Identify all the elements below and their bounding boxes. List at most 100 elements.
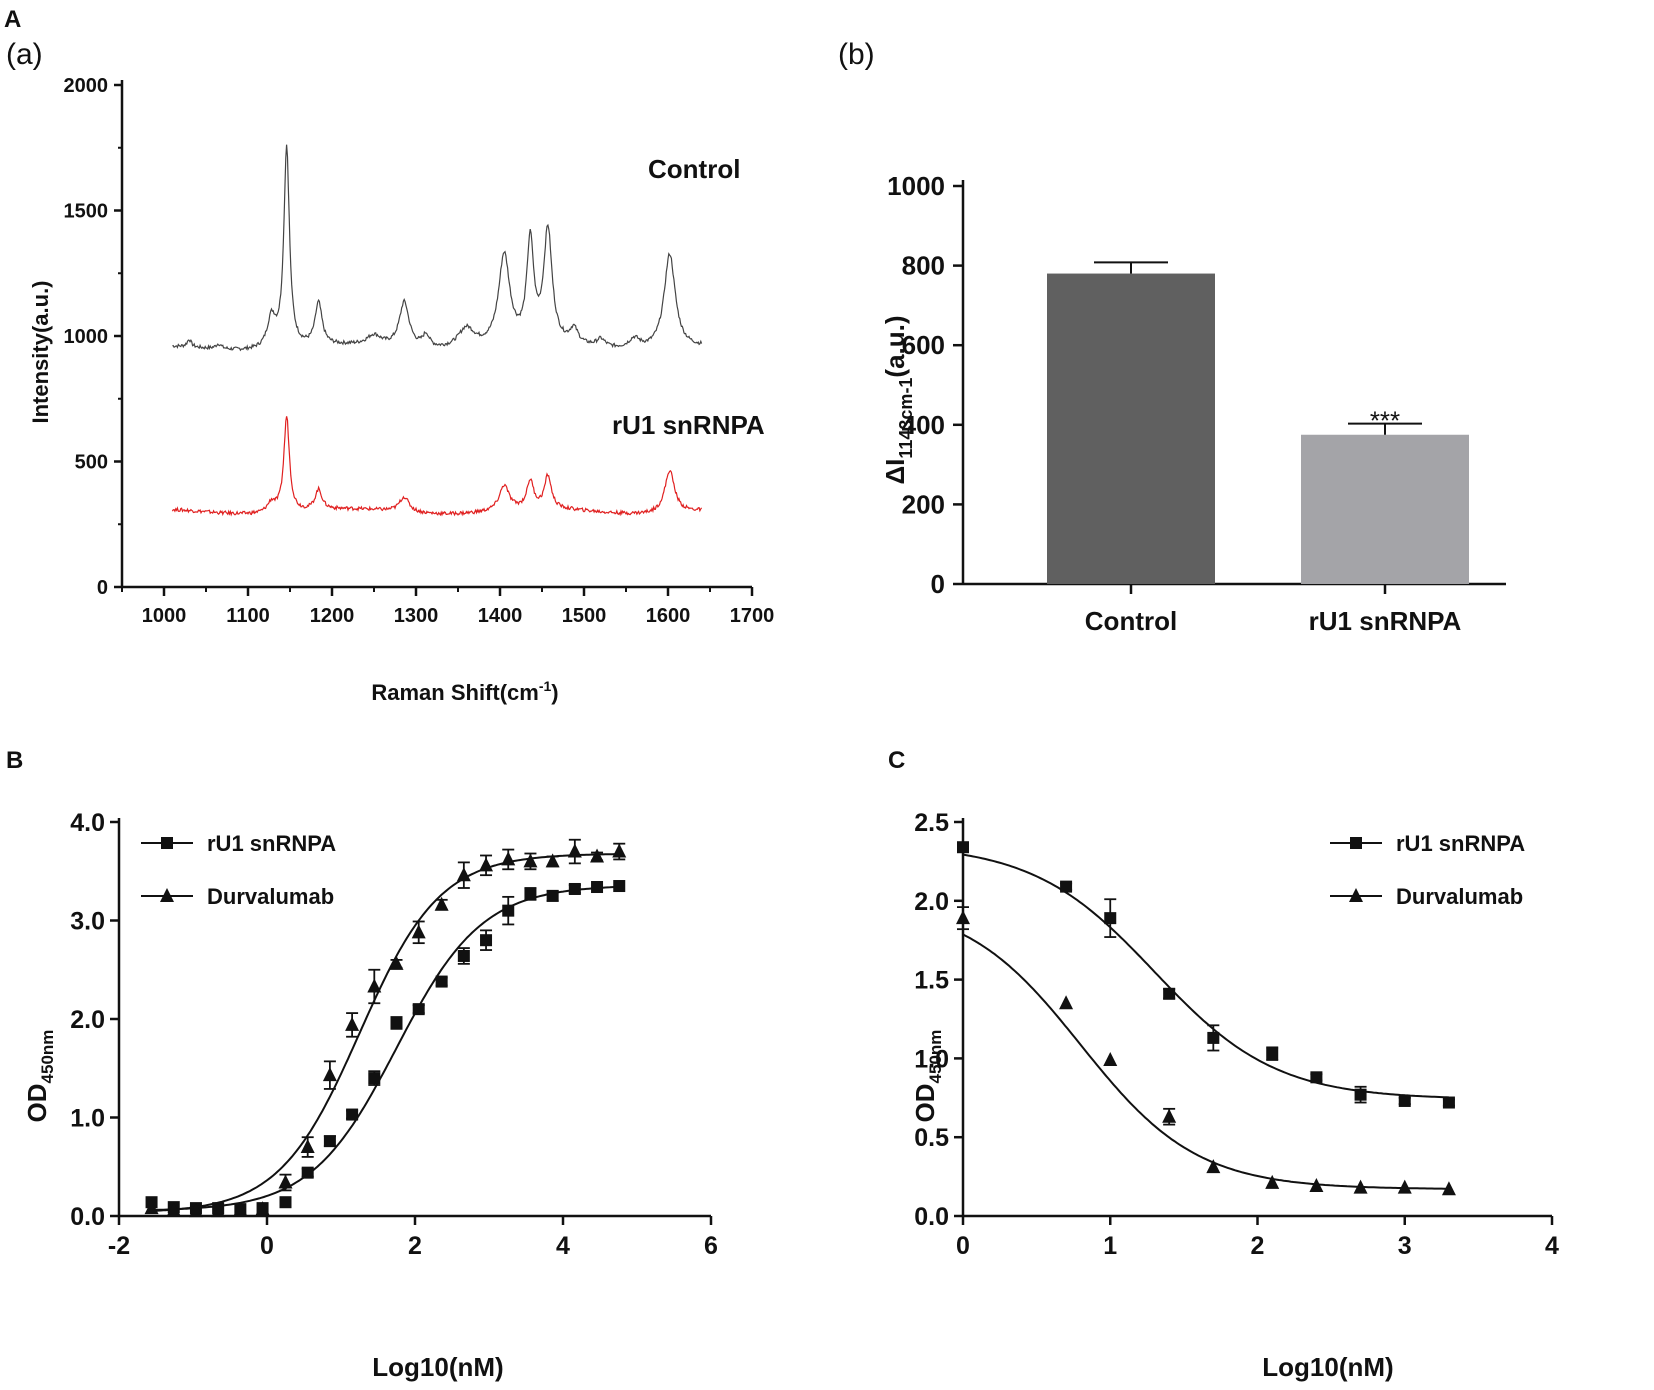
x-tick-label: 3 (1398, 1232, 1412, 1260)
fit-curve-ru1-snrnpa (962, 853, 1449, 1099)
x-tick-label: 4 (1545, 1232, 1559, 1260)
data-point-durvalumab (345, 1016, 360, 1031)
data-point-ru1-snrnpa (346, 1108, 359, 1121)
legend-label-durvalumab: Durvalumab (207, 884, 334, 909)
legend-marker-durvalumab (160, 888, 174, 902)
data-point-durvalumab (411, 924, 426, 939)
y-tick-label: 600 (902, 330, 945, 360)
y-tick-label: 2.0 (914, 888, 949, 916)
bar-ru1-snrnpa (1301, 434, 1469, 584)
data-point-durvalumab (1397, 1179, 1412, 1194)
x-axis-label-main: Raman Shift(cm (371, 680, 538, 705)
spectra (171, 144, 703, 517)
x-axis: 1000 1100 1200 1300 1400 1500 1600 1700 (121, 585, 775, 627)
data-point-ru1-snrnpa (1163, 987, 1176, 1000)
y-tick-label: 0.5 (914, 1124, 949, 1152)
y-axis-label-sub: 1143cm-1 (896, 378, 916, 459)
x-tick-label: -2 (108, 1232, 130, 1260)
x-tick-label: 4 (556, 1232, 570, 1260)
data-point-durvalumab (479, 857, 494, 872)
data-point-ru1-snrnpa (390, 1016, 403, 1029)
data-point-durvalumab (389, 955, 404, 970)
data-point-durvalumab (567, 843, 582, 858)
data-point-durvalumab (166, 1202, 181, 1217)
x-tick-label: 2 (1251, 1232, 1265, 1260)
y-tick-label: 1.5 (914, 967, 949, 995)
y-axis-label-main: OD (910, 1083, 940, 1122)
data-point-durvalumab (1162, 1108, 1177, 1123)
fit-curve-ru1-snrnpa (151, 885, 620, 1211)
x-axis-label-sup: -1 (539, 678, 552, 694)
legend-label-ru1-snrnpa: rU1 snRNPA (1396, 831, 1525, 856)
x-tick-label: 1200 (310, 605, 355, 627)
x-axis-label: Log10(nM) (1262, 1352, 1393, 1382)
x-tick-label: 1 (1103, 1232, 1117, 1260)
data-point-ru1-snrnpa (568, 882, 581, 895)
data-point-ru1-snrnpa (412, 1003, 425, 1016)
data-point-durvalumab (1059, 995, 1074, 1010)
x-tick-label: 1600 (646, 605, 691, 627)
data-point-durvalumab (501, 851, 516, 866)
panel-label-C: C (888, 747, 905, 774)
bar-control (1047, 273, 1215, 584)
data-point-durvalumab (1206, 1159, 1221, 1174)
data-point-durvalumab (233, 1202, 248, 1217)
x-tick-label: 0 (260, 1232, 274, 1260)
y-axis-label: OD450nm (22, 1030, 57, 1123)
plot-area (144, 838, 627, 1218)
data-point-durvalumab (956, 910, 970, 925)
panel-label-b: (b) (838, 38, 875, 71)
significance-marker: *** (1370, 406, 1400, 436)
data-point-durvalumab (211, 1203, 226, 1218)
data-point-durvalumab (367, 978, 382, 993)
y-tick-label: 1000 (887, 171, 945, 201)
data-point-ru1-snrnpa (279, 1196, 292, 1209)
y-axis-label: OD450nm (910, 1030, 945, 1123)
panel-label-B: B (6, 747, 23, 774)
data-point-durvalumab (1103, 1051, 1118, 1066)
x-tick-label: 1000 (142, 605, 187, 627)
data-point-ru1-snrnpa (1398, 1094, 1411, 1107)
x-tick-label: 1500 (562, 605, 607, 627)
x-tick-label: 1100 (226, 605, 269, 627)
y-tick-label: 400 (902, 410, 945, 440)
y-tick-label: 2000 (64, 75, 109, 97)
panel-label-A: A (4, 6, 21, 33)
legend: rU1 snRNPA Durvalumab (1330, 831, 1525, 909)
raman-spectrum-chart: 0 500 1000 1500 2000 1000 1100 1200 1300 1400 150… (28, 75, 774, 705)
data-point-durvalumab (590, 848, 605, 863)
data-point-ru1-snrnpa (301, 1166, 314, 1179)
competition-curve-chart-C: 0.0 0.5 1.0 1.5 2.0 2.5 0 1 2 3 4 rU1 snRNPA Durval… (910, 809, 1559, 1382)
data-point-durvalumab (456, 867, 471, 882)
y-tick-label: 2.0 (70, 1006, 105, 1034)
y-axis: 0 500 1000 1500 2000 (64, 75, 124, 599)
data-point-ru1-snrnpa (1207, 1031, 1220, 1044)
data-point-durvalumab (545, 853, 560, 868)
fit-curve-durvalumab (151, 853, 620, 1212)
y-tick-label: 200 (902, 489, 945, 519)
panel-label-a: (a) (6, 38, 43, 71)
data-point-ru1-snrnpa (1442, 1096, 1455, 1109)
data-point-ru1-snrnpa (613, 880, 626, 893)
y-axis-label-suffix: (a.u.) (880, 315, 910, 377)
y-tick-label: 3.0 (70, 908, 105, 936)
y-axis-label-sub: 450nm (926, 1030, 945, 1084)
data-point-ru1-snrnpa (368, 1072, 381, 1085)
data-point-ru1-snrnpa (435, 975, 448, 988)
legend-marker-ru1-snrnpa (161, 837, 173, 849)
y-tick-label: 1.0 (914, 1045, 949, 1073)
data-point-ru1-snrnpa (1104, 912, 1117, 925)
data-point-ru1-snrnpa (480, 934, 493, 947)
legend-marker-durvalumab (1349, 888, 1363, 902)
x-tick-label: 2 (408, 1232, 422, 1260)
y-axis-label: ΔI1143cm-1(a.u.) (880, 315, 916, 484)
y-tick-label: 4.0 (70, 809, 105, 837)
x-axis-label: Raman Shift(cm-1) (371, 678, 558, 705)
data-point-durvalumab (434, 896, 449, 911)
data-point-ru1-snrnpa (591, 881, 604, 894)
annotation-control: Control (648, 154, 740, 184)
y-tick-label: 800 (902, 251, 945, 281)
data-point-durvalumab (1265, 1174, 1280, 1189)
x-tick-label: 1700 (730, 605, 775, 627)
axes: 0.0 0.5 1.0 1.5 2.0 2.5 0 1 2 3 4 (914, 809, 1559, 1260)
